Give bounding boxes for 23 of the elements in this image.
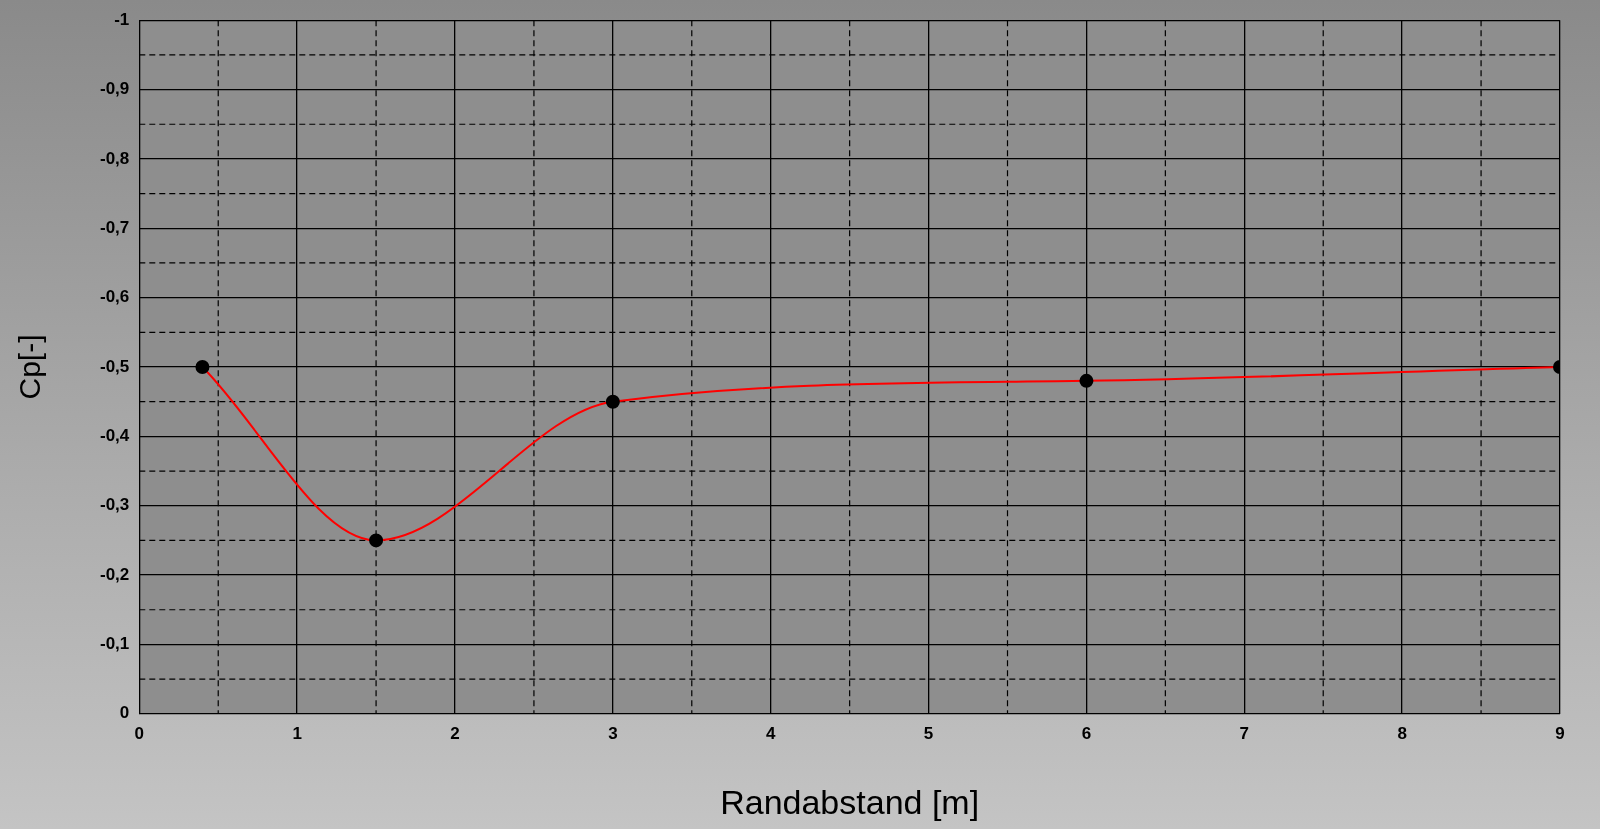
x-tick-label: 7 [1239, 723, 1250, 743]
x-tick-label: 4 [765, 723, 776, 743]
x-tick-label: 5 [923, 723, 934, 743]
x-tick-label: 9 [1555, 723, 1565, 743]
y-axis-title: Cp[-] [13, 334, 47, 400]
x-tick-label: 8 [1397, 723, 1407, 743]
y-tick-label: 0 [119, 703, 130, 723]
y-tick-label: -0,5 [100, 356, 130, 376]
y-tick-label: -0,8 [100, 148, 130, 168]
y-tick-label: -0,6 [100, 287, 130, 307]
x-tick-label: 2 [450, 723, 460, 743]
x-axis-title: Randabstand [m] [720, 782, 980, 821]
y-tick-label: -0,4 [100, 426, 130, 446]
x-tick-label: 0 [134, 723, 145, 743]
y-tick-label: -0,1 [100, 634, 130, 654]
y-tick-label: -0,3 [100, 495, 130, 515]
x-tick-label: 6 [1081, 723, 1092, 743]
y-tick-label: -0,2 [100, 564, 130, 584]
y-tick-label: -0,9 [100, 79, 130, 99]
x-tick-label: 1 [292, 723, 302, 743]
y-tick-label: -1 [114, 9, 130, 29]
y-tick-label: -0,7 [100, 217, 130, 237]
x-tick-label: 3 [608, 723, 618, 743]
